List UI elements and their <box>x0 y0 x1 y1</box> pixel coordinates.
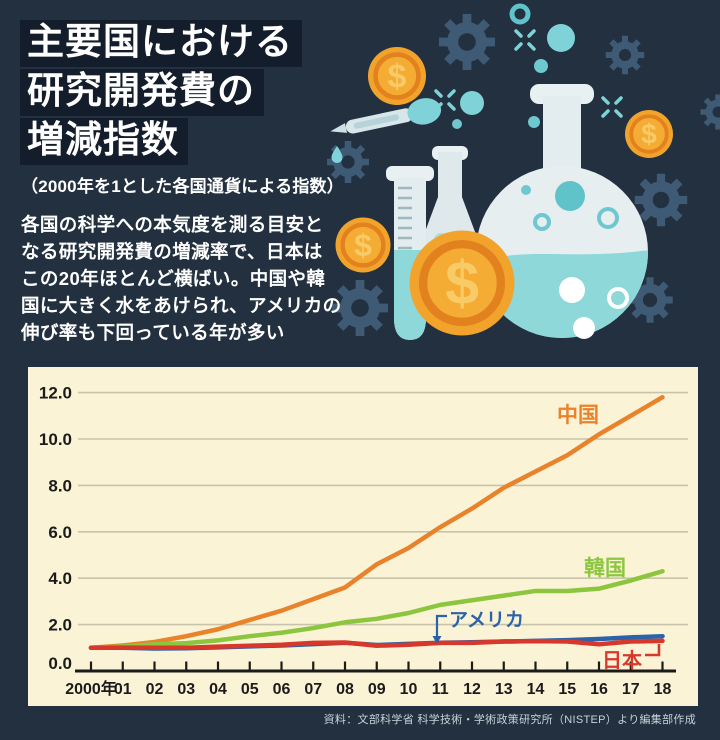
svg-text:0.0: 0.0 <box>48 654 72 673</box>
drop-icon <box>331 146 343 164</box>
svg-text:03: 03 <box>177 681 195 698</box>
svg-text:13: 13 <box>495 681 513 698</box>
series-lines <box>88 394 665 651</box>
y-gridlines <box>78 391 688 626</box>
title-line-1: 主要国における <box>20 20 302 67</box>
title-line-2: 研究開発費の <box>20 68 264 116</box>
bubble-icon <box>452 3 575 129</box>
svg-text:17: 17 <box>622 681 640 698</box>
svg-text:6.0: 6.0 <box>48 523 72 542</box>
svg-text:18: 18 <box>654 681 672 698</box>
line-韓国 <box>88 568 665 651</box>
japan-leader-line <box>645 644 661 657</box>
svg-text:4.0: 4.0 <box>48 569 72 588</box>
lead-line: 国に大きく水をあけられ、アメリカの <box>21 295 342 316</box>
lead-line: 伸び率も下回っている年が多い <box>21 322 285 343</box>
page-subtitle: （2000年を1とした各国通貨による指数） <box>21 177 344 196</box>
line-中国 <box>88 394 665 651</box>
science-illustration: $ <box>327 3 720 340</box>
svg-text:05: 05 <box>241 681 259 698</box>
svg-text:08: 08 <box>336 681 354 698</box>
svg-text:10: 10 <box>400 681 418 698</box>
svg-text:14: 14 <box>527 681 545 698</box>
svg-text:16: 16 <box>590 681 608 698</box>
chart-panel: 0.0 2.0 4.0 6.0 8.0 10.0 12.0 2000年 01 02 03 04 05 06… <box>28 367 698 706</box>
svg-text:12.0: 12.0 <box>39 384 72 403</box>
svg-text:09: 09 <box>368 681 386 698</box>
svg-text:12: 12 <box>463 681 481 698</box>
lead-line: この20年ほとんど横ばい。中国や韓 <box>21 268 326 289</box>
svg-text:11: 11 <box>432 681 449 698</box>
round-flask-icon <box>476 84 648 339</box>
svg-text:10.0: 10.0 <box>39 430 72 449</box>
lead-line: なる研究開発費の増減率で、日本は <box>21 241 323 262</box>
lead-line: 各国の科学への本気度を測る目安と <box>21 214 324 235</box>
y-axis-labels: 0.0 2.0 4.0 6.0 8.0 10.0 12.0 <box>39 384 72 673</box>
svg-text:15: 15 <box>558 681 576 698</box>
usa-leader-line <box>435 614 447 637</box>
svg-text:01: 01 <box>114 681 132 698</box>
x-axis-ticks <box>89 661 664 671</box>
svg-text:2.0: 2.0 <box>48 616 72 635</box>
line-日本 <box>88 638 665 651</box>
svg-text:06: 06 <box>273 681 291 698</box>
series-label-japan: 日本 <box>602 650 642 672</box>
svg-text:02: 02 <box>146 681 164 698</box>
usa-leader-arrow <box>432 636 442 644</box>
svg-text:2000年: 2000年 <box>65 679 117 698</box>
series-label-korea: 韓国 <box>584 557 626 580</box>
page-title: 主要国における 研究開発費の 増減指数 <box>20 20 302 167</box>
lead-paragraph: 各国の科学への本気度を測る目安と なる研究開発費の増減率で、日本は この20年ほ… <box>21 211 342 346</box>
title-line-3: 増減指数 <box>20 117 188 165</box>
svg-text:04: 04 <box>209 681 227 698</box>
series-label-usa: アメリカ <box>449 610 525 631</box>
svg-text:07: 07 <box>304 681 322 698</box>
series-label-china: 中国 <box>557 404 599 427</box>
svg-text:8.0: 8.0 <box>48 476 72 495</box>
dropper-icon <box>330 98 442 134</box>
source-credit: 資料：文部科学省 科学技術・学術政策研究所（NISTEP）より編集部作成 <box>323 714 696 726</box>
